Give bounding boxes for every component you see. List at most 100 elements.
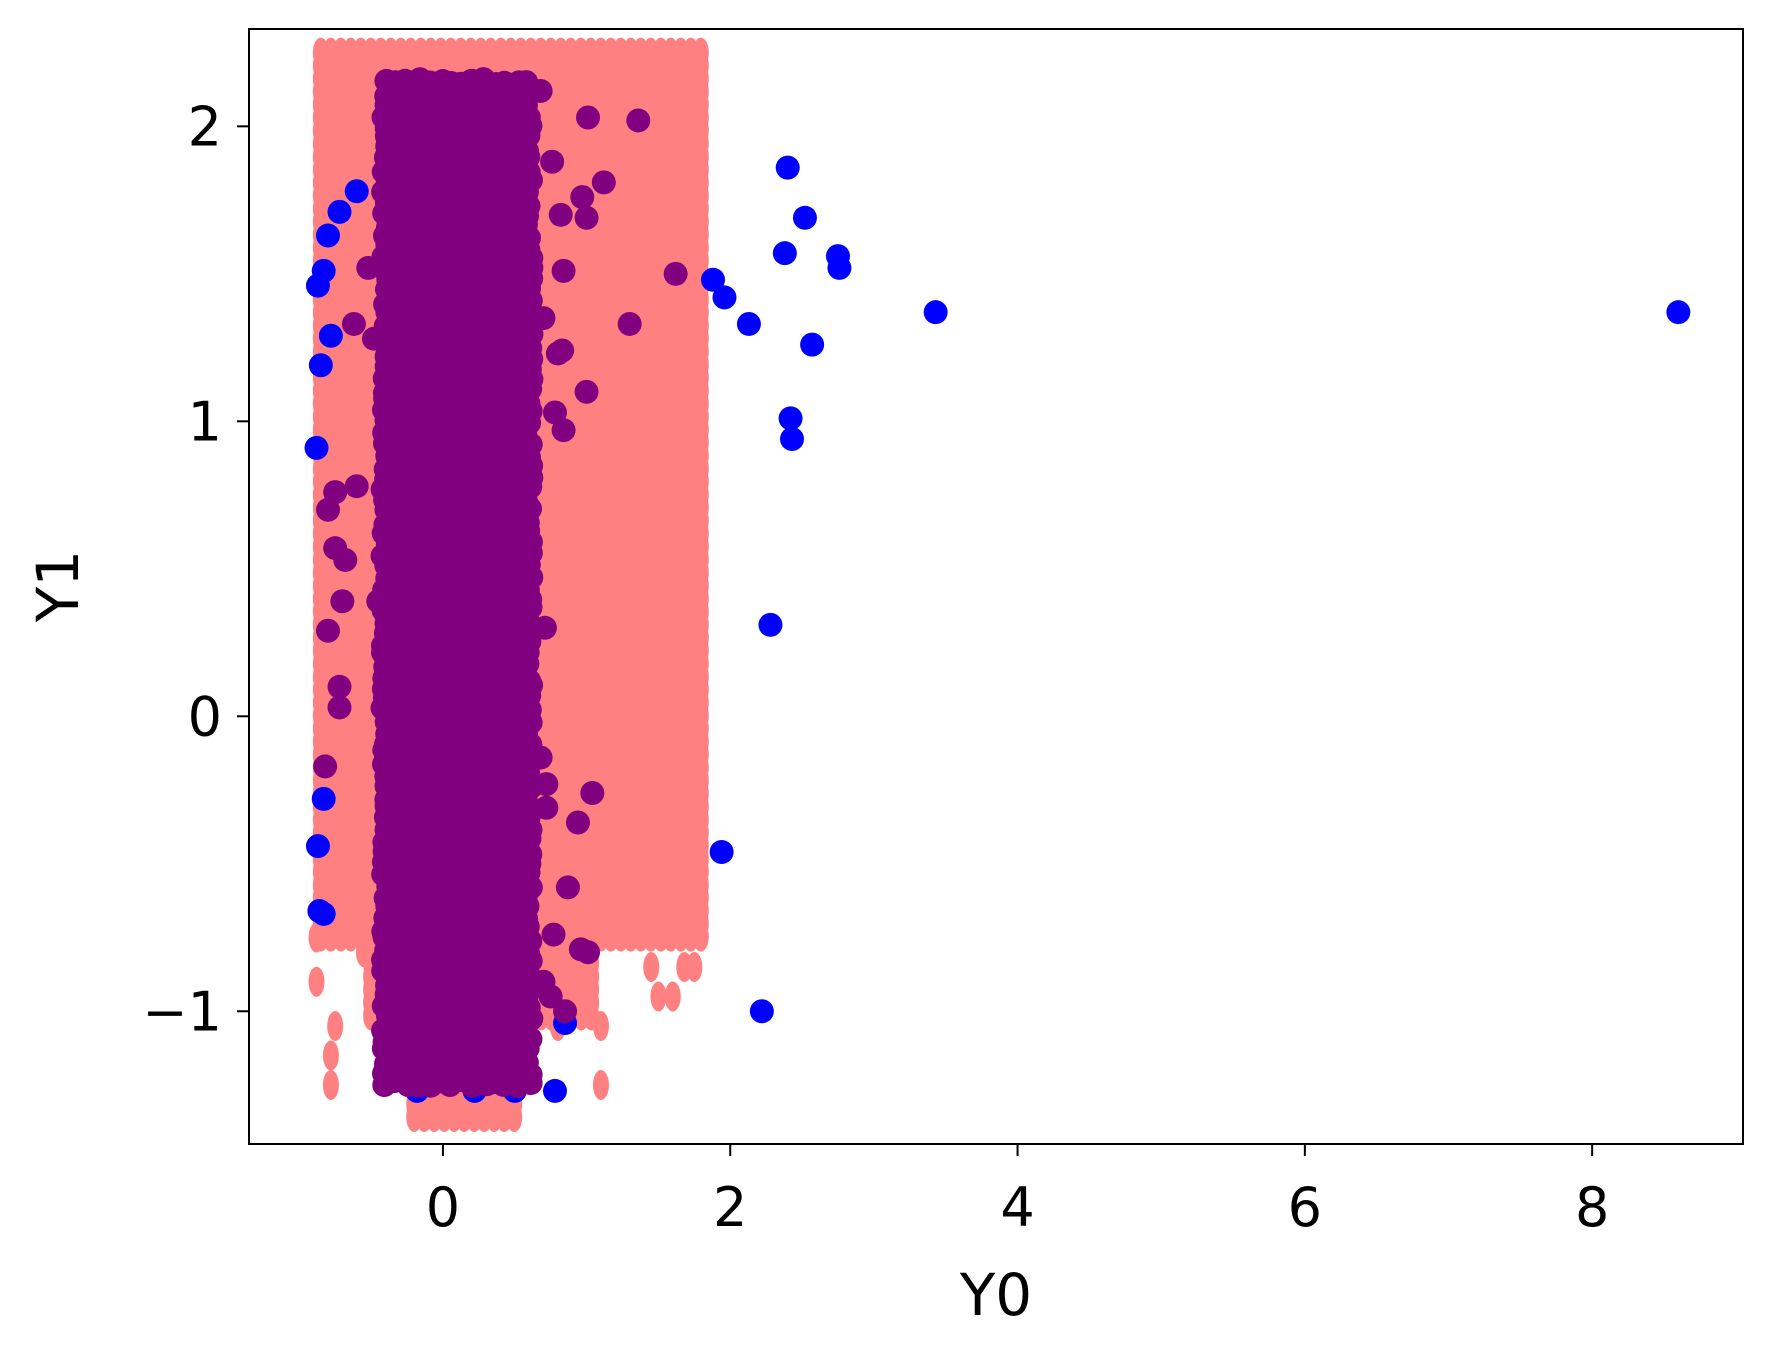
data-point <box>504 1065 529 1090</box>
data-point <box>528 745 553 770</box>
data-point <box>531 306 556 331</box>
data-point <box>580 780 605 805</box>
x-tick-label: 8 <box>1575 1176 1609 1239</box>
data-point <box>327 1011 344 1042</box>
data-point <box>626 108 651 133</box>
data-point <box>532 615 557 640</box>
data-point <box>316 497 341 522</box>
data-point <box>327 199 352 224</box>
data-point <box>542 1078 567 1103</box>
data-point <box>327 695 352 720</box>
data-point <box>311 786 336 811</box>
data-point <box>316 618 341 643</box>
data-point <box>322 1040 339 1071</box>
data-point <box>348 155 365 186</box>
data-point <box>313 754 338 779</box>
data-point <box>344 179 369 204</box>
data-point <box>311 901 336 926</box>
data-point <box>548 202 573 227</box>
data-point <box>576 105 601 130</box>
data-point <box>617 311 642 336</box>
data-point <box>591 170 616 195</box>
data-point <box>758 612 783 637</box>
data-point <box>592 1011 609 1042</box>
x-tick-label: 6 <box>1288 1176 1322 1239</box>
data-point <box>686 952 703 983</box>
y-tick-label: 0 <box>188 685 222 748</box>
data-point <box>304 435 329 460</box>
data-point <box>827 255 852 280</box>
data-point <box>1666 300 1691 325</box>
data-point <box>775 155 800 180</box>
data-point <box>923 300 948 325</box>
data-point <box>344 474 369 499</box>
data-point <box>709 839 734 864</box>
data-point <box>322 1070 339 1101</box>
data-point <box>502 896 527 921</box>
x-tick-label: 4 <box>1000 1176 1034 1239</box>
data-point <box>345 229 362 260</box>
data-point <box>327 67 344 98</box>
data-point <box>553 999 578 1024</box>
plot-frame <box>248 28 1744 1145</box>
data-point <box>517 668 542 693</box>
data-point <box>366 589 391 614</box>
x-tick-label: 0 <box>426 1176 460 1239</box>
data-point <box>650 981 667 1012</box>
data-point <box>305 834 330 859</box>
data-point <box>574 205 599 230</box>
data-point <box>772 241 797 266</box>
y-axis-label: Y1 <box>24 550 92 623</box>
data-point <box>792 205 817 230</box>
data-point <box>509 453 534 478</box>
y-tick-label: 2 <box>188 95 222 158</box>
data-point <box>534 795 559 820</box>
data-point <box>361 326 386 351</box>
data-point <box>540 149 565 174</box>
data-point <box>333 547 358 572</box>
data-point <box>664 981 681 1012</box>
data-point <box>348 67 365 98</box>
data-point <box>551 418 576 443</box>
data-point <box>692 921 709 952</box>
data-point <box>712 285 737 310</box>
data-point <box>701 267 726 292</box>
data-point <box>330 589 355 614</box>
data-point <box>574 379 599 404</box>
data-point <box>308 966 325 997</box>
data-point <box>663 261 688 286</box>
data-point <box>778 406 803 431</box>
data-point <box>538 984 563 1009</box>
data-point <box>320 126 337 157</box>
data-point <box>550 338 575 363</box>
data-point <box>308 922 325 953</box>
data-point <box>318 323 343 348</box>
data-point <box>341 311 366 336</box>
y-axis-ticks: −1 0 1 2 <box>142 95 249 1043</box>
x-axis-label: Y0 <box>959 1261 1032 1329</box>
data-point <box>643 952 660 983</box>
data-point <box>576 940 601 965</box>
data-point <box>506 1102 523 1133</box>
data-point <box>308 353 333 378</box>
data-point <box>356 255 381 280</box>
series-2 <box>313 67 688 1099</box>
y-tick-label: −1 <box>142 980 222 1043</box>
data-point <box>736 311 761 336</box>
data-point <box>565 810 590 835</box>
data-point <box>800 332 825 357</box>
data-point <box>541 922 566 947</box>
data-point <box>592 1070 609 1101</box>
y-tick-label: 1 <box>188 390 222 453</box>
data-point <box>780 427 805 452</box>
data-point <box>355 937 372 968</box>
data-points-layer <box>304 37 1691 1133</box>
data-point <box>327 674 352 699</box>
data-point <box>534 772 559 797</box>
data-point <box>551 258 576 283</box>
data-point <box>311 258 336 283</box>
